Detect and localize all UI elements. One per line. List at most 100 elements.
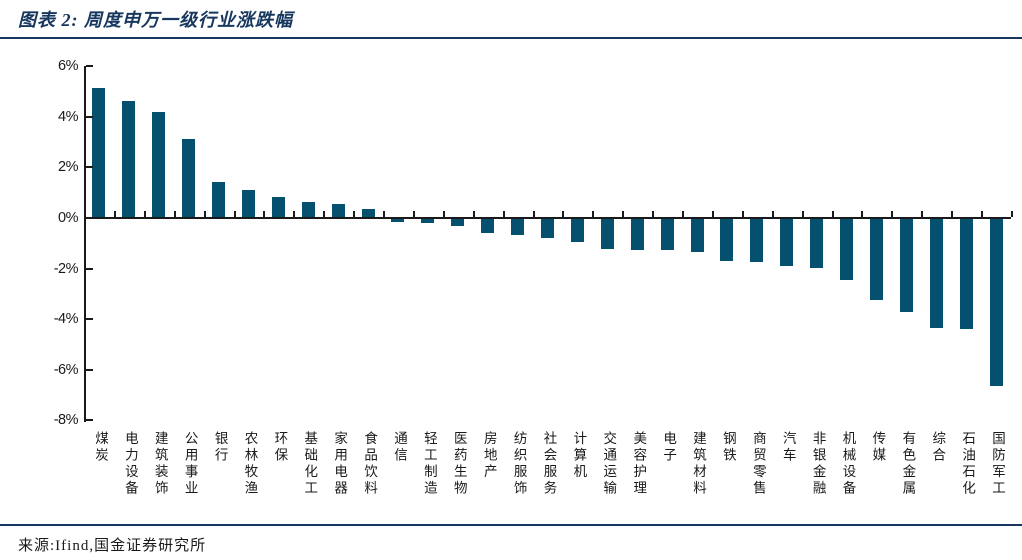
x-axis-tick [921,211,924,217]
bar [840,219,854,281]
y-axis-tick [86,166,93,169]
x-axis-label: 基础化工 [302,431,318,497]
bar [182,138,196,217]
x-axis-tick [113,211,116,217]
x-axis-label: 石油石化 [960,431,976,497]
x-axis-label: 机械设备 [840,431,856,497]
x-axis-tick [622,211,625,217]
x-axis-tick [293,211,296,217]
x-axis-label: 通信 [391,431,407,464]
x-axis-tick [442,211,445,217]
bar [481,219,495,234]
x-axis-tick [353,211,356,217]
x-axis-tick [771,211,774,217]
x-axis-label: 交通运输 [601,431,617,497]
x-axis-tick [592,211,595,217]
x-axis-tick [143,211,146,217]
x-axis-label: 国防军工 [990,431,1006,497]
footer-divider [0,524,1022,526]
y-axis-tick-label: 6% [58,58,78,75]
x-axis-label: 电力设备 [122,431,138,497]
x-axis-label: 建筑材料 [691,431,707,497]
x-axis-tick [383,211,386,217]
x-axis-tick [323,211,326,217]
x-axis-label: 计算机 [571,431,587,481]
x-axis-label: 传媒 [870,431,886,464]
bar [570,219,584,243]
x-axis-label: 医药生物 [451,431,467,497]
x-axis-label: 农林牧渔 [242,431,258,497]
bar [959,219,973,330]
bar [690,219,704,253]
bar [331,204,345,217]
x-axis-label: 银行 [212,431,228,464]
bar [271,196,285,217]
source-note: 来源:Ifind,国金证券研究所 [18,538,207,554]
y-axis-tick [86,368,93,371]
bar [241,190,255,217]
bar [810,219,824,268]
x-axis-tick [711,211,714,217]
bar [660,219,674,250]
y-axis-tick-label: 2% [58,159,78,176]
x-axis-tick [203,211,206,217]
x-axis-tick [831,211,834,217]
bar [720,219,734,262]
x-axis-tick [652,211,655,217]
y-axis-tick [86,65,93,68]
y-axis-line [84,66,86,422]
bar [301,201,315,217]
x-axis-label: 家用电器 [332,431,348,497]
x-axis-label: 综合 [930,431,946,464]
bar [869,219,883,301]
x-axis-tick [233,211,236,217]
y-axis-tick-label: 4% [58,108,78,125]
x-axis-label: 有色金属 [900,431,916,497]
y-axis-tick [86,419,93,422]
x-axis-tick [1011,211,1013,217]
bar [212,181,226,217]
bar [989,219,1003,387]
bar [152,112,166,217]
x-axis-label: 商贸零售 [750,431,766,497]
x-axis-tick [741,211,744,217]
x-axis-tick [263,211,266,217]
x-axis-tick [891,211,894,217]
x-axis-label: 轻工制造 [421,431,437,497]
y-axis-tick-label: -2% [53,260,79,277]
x-axis-tick [861,211,864,217]
y-axis-tick [86,267,93,270]
bar [541,219,554,239]
x-axis-label: 房地产 [481,431,497,481]
x-axis-tick [682,211,685,217]
x-axis-label: 食品饮料 [362,431,378,497]
x-axis-label: 社会服务 [541,431,557,497]
bar [511,219,525,235]
x-axis-tick [801,211,804,217]
title-divider [0,37,1022,39]
x-axis-tick [532,211,535,217]
bar [391,219,405,223]
bar [421,219,435,224]
bar [929,219,943,329]
y-axis-tick [86,318,93,321]
x-axis-label: 煤炭 [92,431,108,464]
x-axis-line [84,217,1011,219]
y-axis-tick-label: -6% [53,361,79,378]
y-axis-tick-label: -4% [53,311,79,328]
x-axis-label: 钢铁 [720,431,736,464]
bar [361,209,375,217]
bar [600,219,614,249]
bar [899,219,913,312]
x-axis-label: 非银金融 [810,431,826,497]
y-axis-tick [86,217,93,219]
x-axis-label: 公用事业 [182,431,198,497]
y-axis-tick-label: -8% [53,412,79,429]
y-axis-tick [86,115,93,118]
x-axis-label: 电子 [661,431,677,464]
x-axis-tick [412,211,415,217]
bar [92,88,106,217]
x-axis-tick [472,211,475,217]
